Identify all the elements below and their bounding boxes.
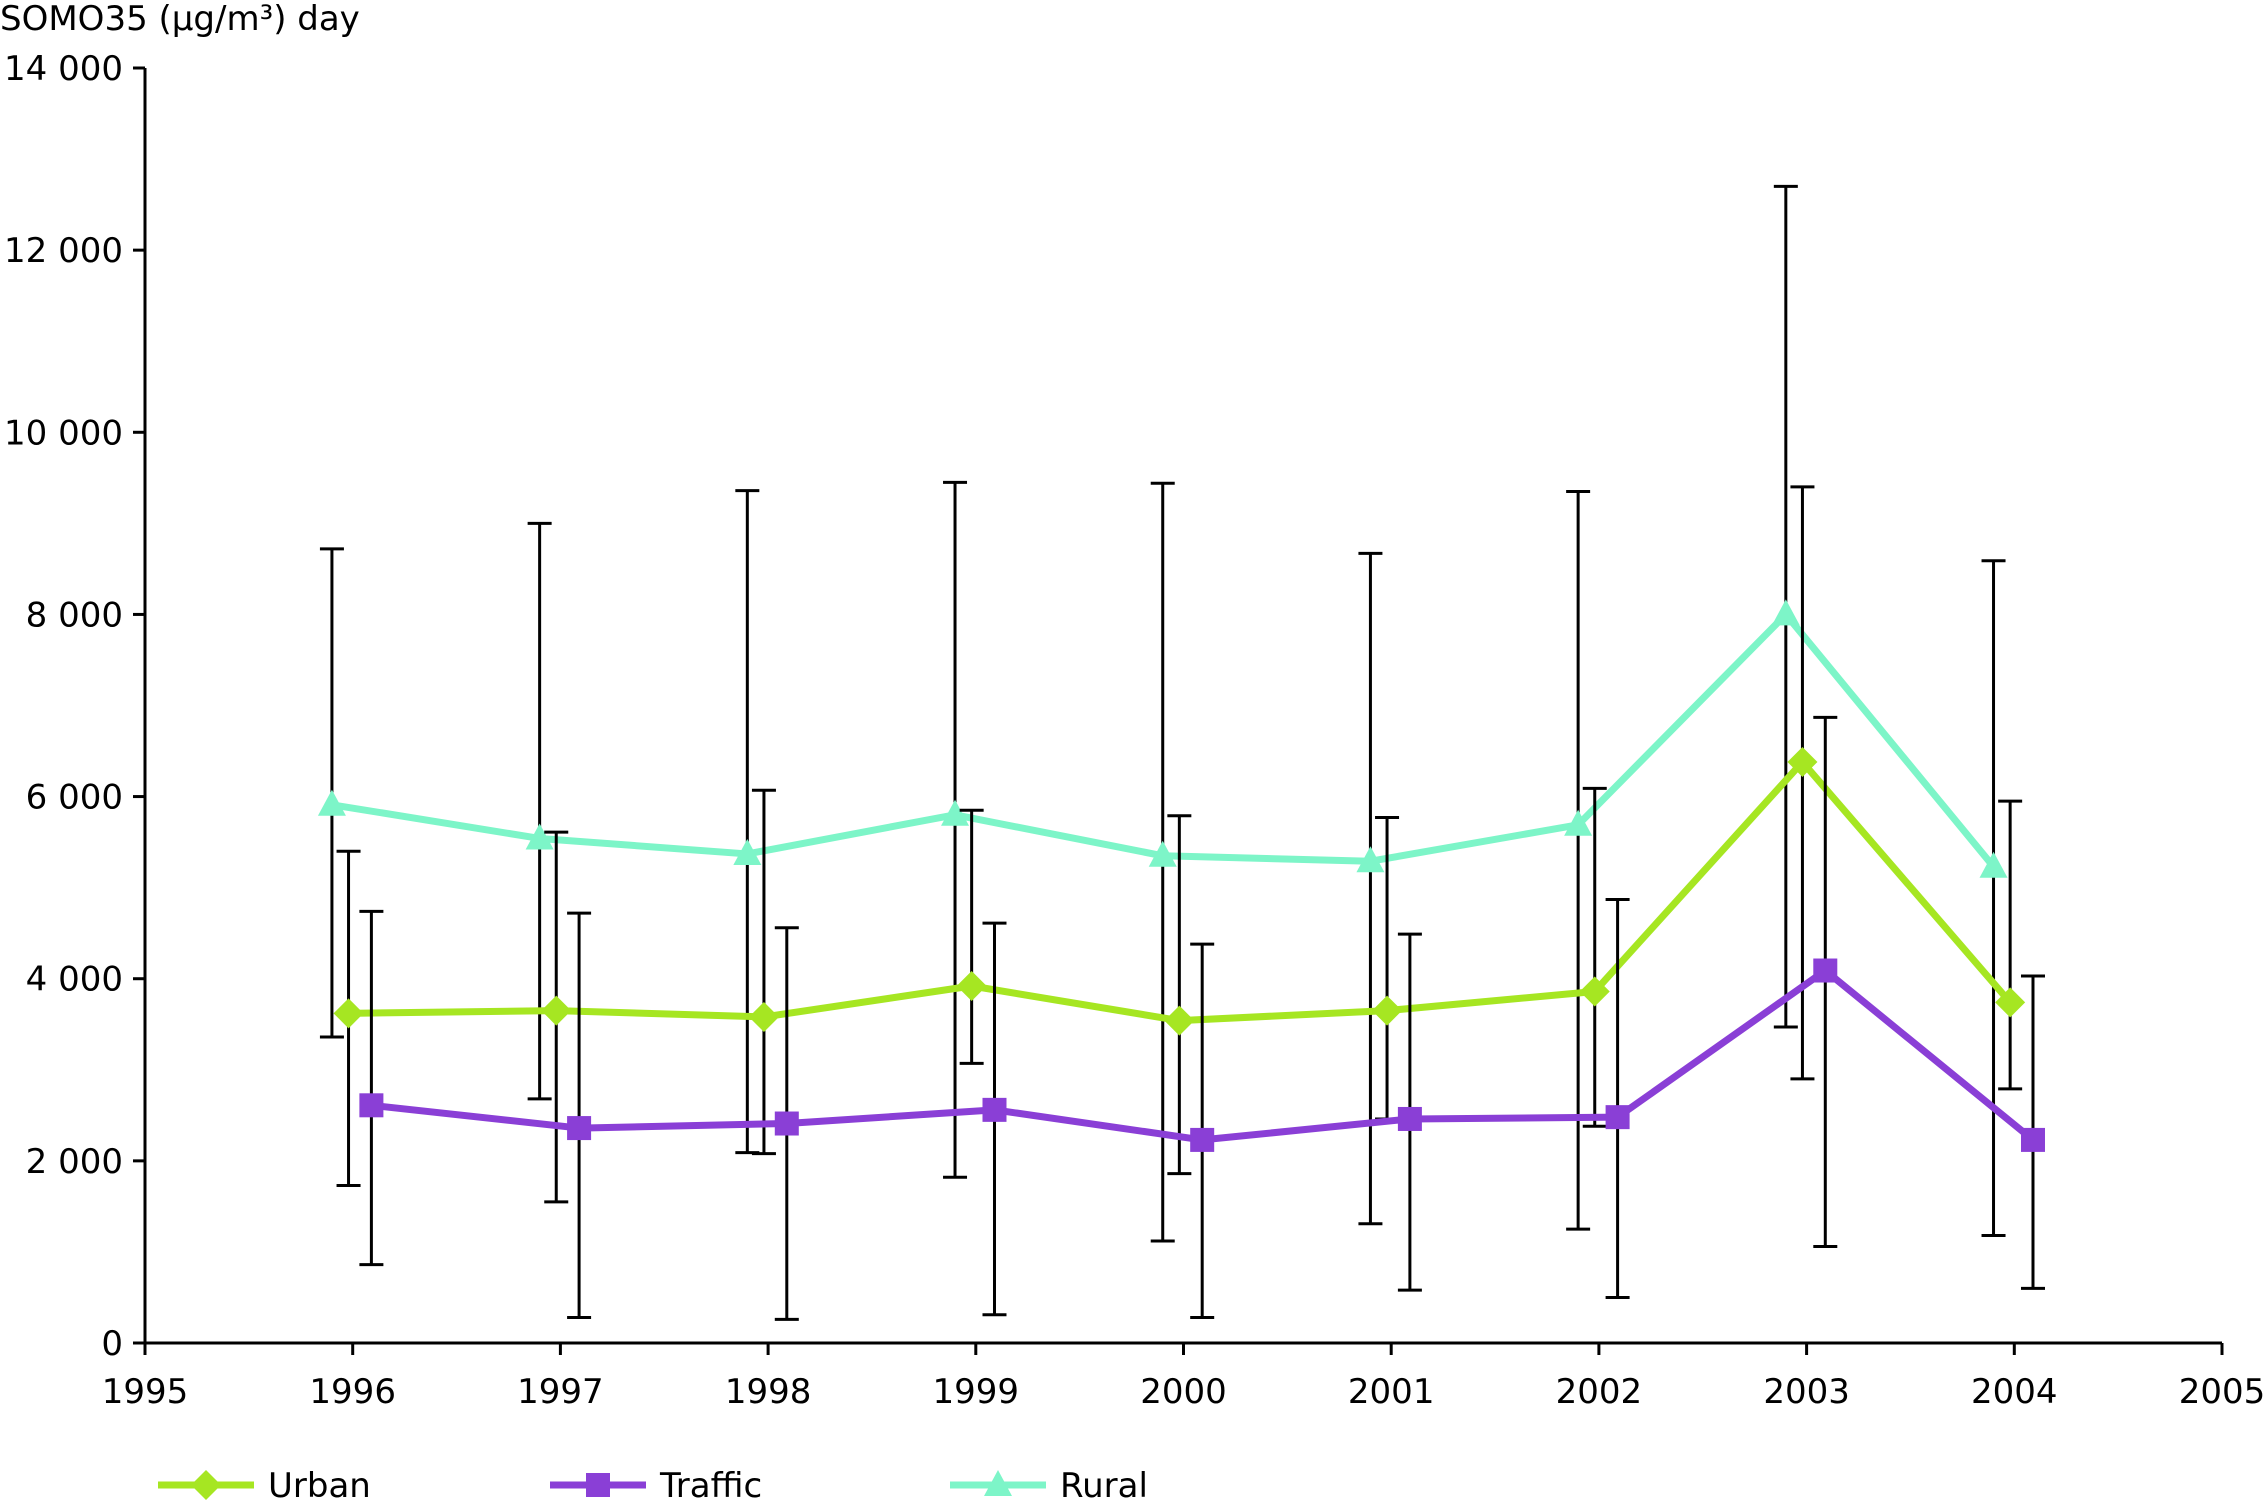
legend-item-rural: Rural <box>950 1466 1148 1501</box>
y-tick-label: 10 000 <box>4 413 123 453</box>
y-tick-label: 2 000 <box>26 1142 123 1182</box>
y-tick-label: 6 000 <box>26 778 123 818</box>
rural-error-bar <box>527 521 552 1101</box>
rural-error-bar <box>1358 551 1383 1226</box>
urban-error-bar <box>1998 799 2023 1091</box>
y-axis-title: SOMO35 (µg/m³) day <box>0 0 360 39</box>
series-traffic <box>359 715 2045 1321</box>
rural-error-bar <box>735 489 760 1155</box>
rural-point <box>1979 851 2008 878</box>
x-tick-label: 1999 <box>933 1372 1020 1412</box>
rural-error-bar <box>1566 489 1591 1231</box>
rural-error-bar <box>943 480 968 1179</box>
traffic-error-bar <box>567 911 592 1319</box>
urban-point <box>1995 987 2026 1018</box>
urban-point <box>956 971 987 1001</box>
x-tick-label: 1995 <box>102 1372 189 1412</box>
traffic-point <box>982 1097 1007 1122</box>
traffic-point <box>1605 1105 1630 1130</box>
legend-item-traffic: Traffic <box>550 1466 762 1501</box>
rural-point <box>1148 840 1177 867</box>
x-tick-label: 2003 <box>1763 1372 1850 1412</box>
urban-point <box>1164 1005 1195 1036</box>
legend: Urban Traffic Rural <box>158 1466 1148 1501</box>
traffic-point <box>2020 1127 2045 1152</box>
y-tick-label: 8 000 <box>26 595 123 635</box>
rural-point <box>941 799 970 826</box>
rural-point <box>1564 809 1593 836</box>
legend-marker-rural <box>984 1470 1012 1496</box>
legend-item-urban: Urban <box>158 1466 371 1501</box>
legend-label-rural: Rural <box>1060 1466 1148 1501</box>
y-tick-label: 14 000 <box>4 49 123 89</box>
rural-point <box>1771 599 1800 626</box>
urban-error-bar <box>751 788 776 1156</box>
x-tick-label: 1996 <box>309 1372 396 1412</box>
rural-point <box>317 789 346 816</box>
traffic-point <box>1813 958 1838 983</box>
x-tick-label: 2005 <box>2179 1372 2266 1412</box>
legend-marker-traffic <box>586 1473 610 1497</box>
traffic-error-bar <box>359 909 384 1267</box>
axes: 0 2 000 4 000 6 000 8 000 10 000 12 000 14 000 1… <box>4 49 2265 1412</box>
urban-point <box>333 998 364 1029</box>
urban-point <box>1579 976 1610 1007</box>
x-tick-label: 1997 <box>517 1372 604 1412</box>
traffic-point <box>567 1116 592 1141</box>
traffic-error-bar <box>1605 897 1630 1299</box>
urban-error-bar <box>1582 786 1607 1128</box>
x-tick-label: 2001 <box>1348 1372 1435 1412</box>
legend-marker-urban <box>191 1470 221 1500</box>
urban-point <box>1372 995 1403 1026</box>
y-tick-label: 4 000 <box>26 960 123 1000</box>
plot-area <box>317 184 2045 1321</box>
series-rural <box>317 184 2008 1243</box>
x-tick-label: 1998 <box>725 1372 812 1412</box>
legend-label-urban: Urban <box>268 1466 371 1501</box>
urban-error-bar <box>959 808 984 1065</box>
traffic-point <box>774 1111 799 1136</box>
x-tick-label: 2002 <box>1556 1372 1643 1412</box>
rural-point <box>525 823 554 850</box>
y-tick-label: 0 <box>101 1324 123 1364</box>
urban-error-bar <box>1790 485 1815 1081</box>
x-tick-label: 2004 <box>1971 1372 2058 1412</box>
urban-error-bar <box>1167 814 1192 1176</box>
urban-point <box>748 1001 779 1032</box>
rural-point <box>733 838 762 865</box>
traffic-point <box>359 1093 384 1118</box>
traffic-point <box>1397 1106 1422 1131</box>
urban-point <box>1787 746 1818 777</box>
legend-label-traffic: Traffic <box>659 1466 762 1501</box>
urban-point <box>541 995 572 1026</box>
traffic-point <box>1190 1127 1215 1152</box>
y-tick-label: 12 000 <box>4 231 123 271</box>
series-urban <box>333 485 2026 1204</box>
rural-error-bar <box>1981 559 2006 1238</box>
x-tick-label: 2000 <box>1140 1372 1227 1412</box>
rural-point <box>1356 846 1385 873</box>
